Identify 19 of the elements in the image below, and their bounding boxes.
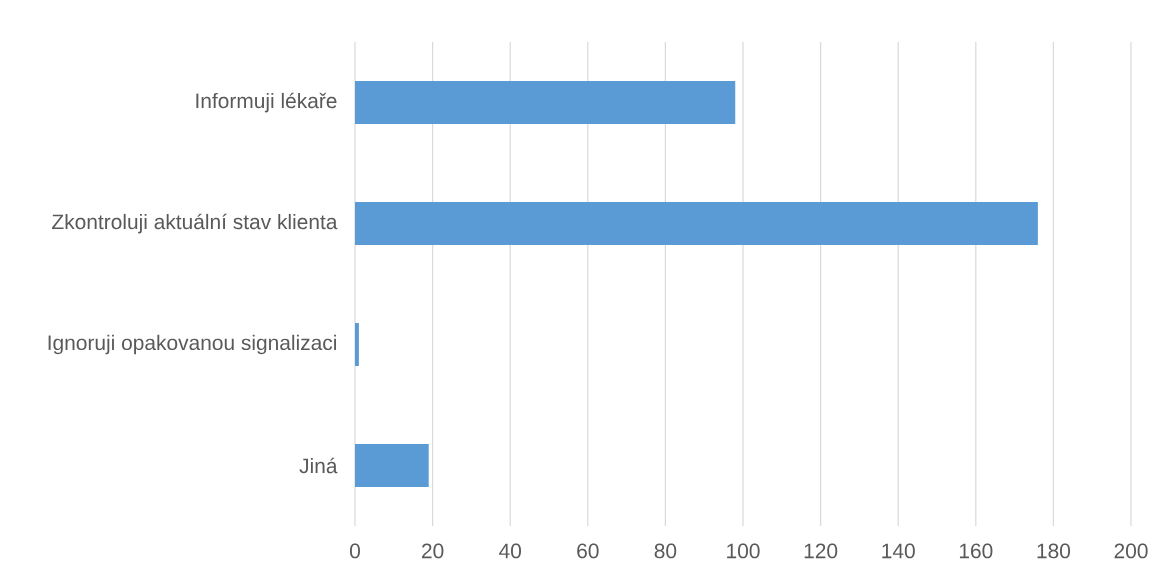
x-tick-label: 40 [499,543,522,559]
x-tick-label: 0 [350,543,360,559]
y-tick-label: Jiná [299,457,338,474]
x-tick-label: 20 [422,543,444,559]
x-tick-label: 180 [1037,543,1071,559]
y-tick-label: Ignoruji opakovanou signalizaci [48,334,336,355]
bar [355,202,1038,245]
bar [355,323,359,366]
x-tick-label: 200 [1114,543,1148,559]
x-tick-label: 120 [804,543,838,559]
y-tick-label: Zkontroluji aktuální stav klienta [52,213,338,234]
x-tick-label: 60 [577,543,599,559]
x-tick-label: 80 [654,543,677,559]
y-tick-label: Informuji lékaře [196,92,337,113]
x-tick-label: 140 [882,543,915,559]
bar [355,81,736,124]
x-tick-label: 160 [959,543,993,559]
bar [355,444,429,487]
x-tick-label: 100 [727,543,760,559]
